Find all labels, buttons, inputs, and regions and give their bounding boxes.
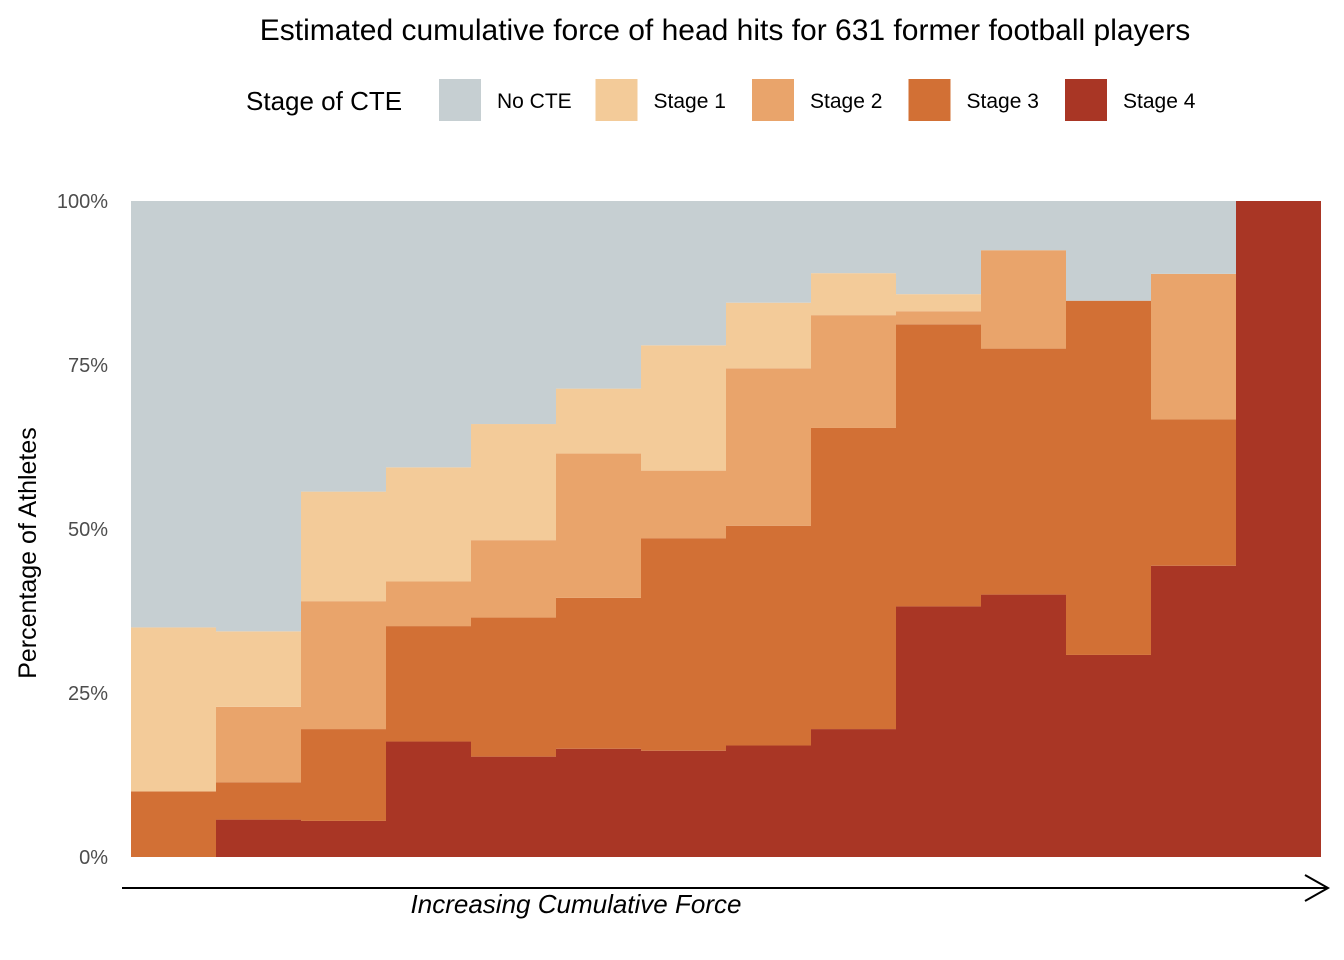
bar-stage-1-bin-5 <box>471 424 556 541</box>
bar-stage-4-bin-4 <box>386 741 471 857</box>
bar-stage-3-bin-5 <box>471 617 556 757</box>
chart-title: Estimated cumulative force of head hits … <box>260 14 1190 47</box>
legend: Stage of CTE No CTE Stage 1 Stage 2 Stage 3… <box>246 79 1196 121</box>
bar-no-cte-bin-3 <box>301 201 386 492</box>
bar-no-cte-bin-1 <box>131 201 216 628</box>
bar-stage-2-bin-8 <box>726 368 811 526</box>
bar-stage-2-bin-9 <box>811 315 896 428</box>
bar-no-cte-bin-8 <box>726 201 811 303</box>
bar-stage-4-bin-6 <box>556 748 641 857</box>
y-axis-title: Percentage of Athletes <box>14 427 42 679</box>
legend-label-no-cte: No CTE <box>497 90 572 113</box>
bar-stage-2-bin-10 <box>896 311 981 325</box>
legend-label-stage-1: Stage 1 <box>654 90 726 113</box>
bar-no-cte-bin-2 <box>216 201 301 632</box>
plot-area <box>131 201 1321 857</box>
y-axis: 0% 25% 50% 75% 100% <box>57 191 108 869</box>
bar-stage-3-bin-10 <box>896 324 981 607</box>
bar-stage-1-bin-10 <box>896 294 981 312</box>
bar-stage-2-bin-7 <box>641 470 726 539</box>
bar-stage-3-bin-11 <box>981 348 1066 595</box>
bar-stage-3-bin-6 <box>556 597 641 749</box>
legend-label-stage-4: Stage 4 <box>1123 90 1196 113</box>
y-tick-label: 25% <box>68 683 108 705</box>
bar-stage-1-bin-1 <box>131 627 216 792</box>
y-tick-label: 100% <box>57 191 108 213</box>
bar-no-cte-bin-9 <box>811 201 896 274</box>
bar-stage-3-bin-2 <box>216 782 301 820</box>
bar-stage-4-bin-3 <box>301 820 386 857</box>
y-tick-label: 0% <box>79 847 108 869</box>
bar-no-cte-bin-10 <box>896 201 981 295</box>
legend-label-stage-3: Stage 3 <box>967 90 1039 113</box>
bar-stage-1-bin-4 <box>386 467 471 582</box>
bar-stage-2-bin-13 <box>1151 273 1236 420</box>
bar-stage-3-bin-12 <box>1066 300 1151 655</box>
bar-stage-4-bin-11 <box>981 594 1066 857</box>
bar-stage-2-bin-5 <box>471 540 556 618</box>
bar-no-cte-bin-5 <box>471 201 556 425</box>
bar-no-cte-bin-13 <box>1151 201 1236 274</box>
x-axis-arrow <box>122 874 1331 902</box>
bar-stage-3-bin-3 <box>301 729 386 821</box>
legend-label-stage-2: Stage 2 <box>810 90 882 113</box>
legend-key-stage-1 <box>595 79 638 121</box>
bar-stage-1-bin-9 <box>811 273 896 316</box>
bar-stage-1-bin-8 <box>726 302 811 369</box>
legend-key-stage-2 <box>752 79 794 121</box>
bar-stage-2-bin-4 <box>386 581 471 627</box>
bar-stage-3-bin-8 <box>726 525 811 746</box>
bar-stage-3-bin-13 <box>1151 419 1236 566</box>
bar-stage-2-bin-6 <box>556 453 641 598</box>
bar-no-cte-bin-7 <box>641 201 726 346</box>
bar-stage-4-bin-14 <box>1236 201 1321 857</box>
bar-stage-4-bin-8 <box>726 745 811 857</box>
bar-stage-1-bin-6 <box>556 388 641 454</box>
bar-stage-4-bin-5 <box>471 756 556 857</box>
legend-key-stage-4 <box>1065 79 1107 121</box>
bar-stage-4-bin-9 <box>811 729 896 857</box>
bar-stage-1-bin-3 <box>301 491 386 602</box>
bar-stage-4-bin-10 <box>896 606 981 857</box>
bar-stage-2-bin-3 <box>301 601 386 730</box>
bar-stage-1-bin-2 <box>216 631 301 707</box>
x-axis-title: Increasing Cumulative Force <box>411 889 742 919</box>
bar-stage-1-bin-7 <box>641 345 726 471</box>
y-tick-label: 75% <box>68 355 108 377</box>
x-axis-arrow-head <box>1304 874 1331 902</box>
bar-stage-4-bin-12 <box>1066 654 1151 857</box>
bar-stage-3-bin-4 <box>386 626 471 742</box>
bar-stage-3-bin-9 <box>811 427 896 730</box>
bar-no-cte-bin-6 <box>556 201 641 389</box>
legend-key-no-cte <box>439 79 481 121</box>
bar-stage-3-bin-1 <box>131 791 216 857</box>
legend-key-stage-3 <box>908 79 951 121</box>
y-tick-label: 50% <box>68 519 108 541</box>
bar-stage-4-bin-13 <box>1151 565 1236 857</box>
bar-stage-4-bin-2 <box>216 819 301 857</box>
bar-stage-2-bin-11 <box>981 250 1066 349</box>
bar-stage-2-bin-2 <box>216 706 301 783</box>
bar-stage-3-bin-7 <box>641 538 726 751</box>
legend-title: Stage of CTE <box>246 86 402 116</box>
bar-no-cte-bin-12 <box>1066 201 1151 301</box>
bar-no-cte-bin-11 <box>981 201 1066 251</box>
bar-no-cte-bin-4 <box>386 201 471 468</box>
bar-stage-4-bin-7 <box>641 750 726 857</box>
